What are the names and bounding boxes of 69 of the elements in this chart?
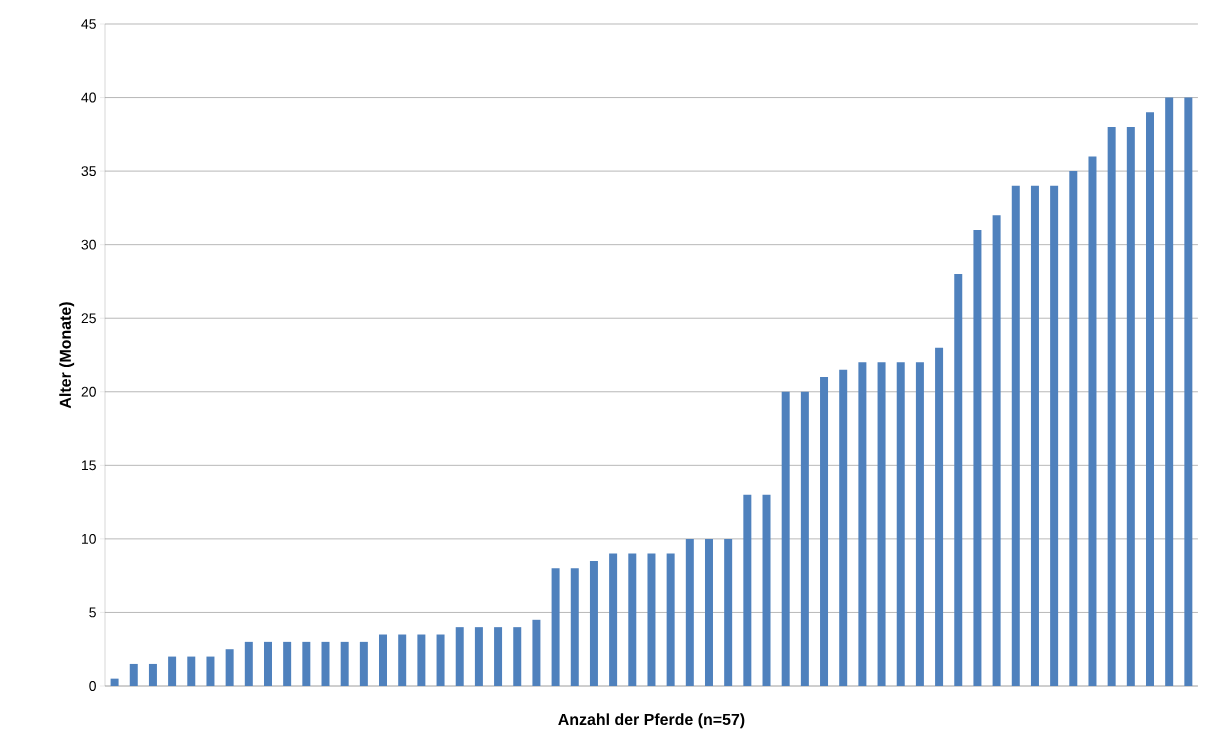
y-tick-label: 30	[81, 239, 96, 250]
bar	[896, 362, 905, 686]
bar	[973, 229, 982, 686]
bar	[340, 641, 349, 686]
bar	[647, 553, 656, 686]
bar	[1088, 156, 1097, 686]
bar	[609, 553, 618, 686]
bar	[359, 641, 368, 686]
bar	[398, 634, 407, 686]
bar	[1030, 185, 1039, 686]
bar	[935, 347, 944, 686]
bar	[321, 641, 330, 686]
bar	[724, 538, 733, 686]
bar	[666, 553, 675, 686]
bar	[206, 656, 215, 686]
bar	[225, 649, 234, 686]
bar	[570, 568, 579, 686]
bar	[704, 538, 713, 686]
bar	[839, 369, 848, 686]
bar	[1126, 126, 1135, 686]
bar	[743, 494, 752, 686]
bar	[915, 362, 924, 686]
x-axis-title: Anzahl der Pferde (n=57)	[558, 713, 745, 729]
y-axis-title: Alter (Monate)	[59, 302, 75, 409]
y-tick-label: 0	[89, 681, 96, 691]
bar	[589, 560, 598, 686]
bar	[494, 627, 503, 686]
bar	[283, 641, 292, 686]
bar	[513, 627, 522, 686]
y-tick-label: 45	[81, 19, 96, 29]
bar	[148, 663, 157, 686]
bar	[302, 641, 311, 686]
y-tick-label: 35	[81, 166, 96, 177]
bar	[992, 215, 1001, 686]
bar	[1107, 126, 1116, 686]
bar	[1165, 97, 1174, 686]
bar	[417, 634, 426, 686]
bar	[762, 494, 771, 686]
bar	[187, 656, 196, 686]
bar	[820, 377, 829, 686]
bar	[877, 362, 886, 686]
bar	[628, 553, 637, 686]
bar	[551, 568, 560, 686]
bar	[110, 678, 119, 686]
y-tick-label: 40	[81, 92, 96, 103]
bar	[263, 641, 272, 686]
bar	[1184, 97, 1193, 686]
bar	[474, 627, 483, 686]
bar	[455, 627, 464, 686]
bar	[685, 538, 694, 686]
bar	[436, 634, 445, 686]
bar	[781, 391, 790, 686]
bar	[168, 656, 177, 686]
bar	[244, 641, 253, 686]
bar	[532, 619, 541, 686]
bar	[129, 663, 138, 686]
y-tick-label: 15	[82, 460, 96, 471]
y-tick-label: 20	[81, 386, 96, 397]
y-tick-label: 25	[81, 313, 96, 324]
bar	[1011, 185, 1020, 686]
bar	[800, 391, 809, 686]
bar	[1146, 112, 1154, 686]
bar	[379, 634, 388, 686]
y-tick-label: 10	[82, 533, 96, 544]
bar	[1069, 171, 1078, 686]
bar	[1050, 185, 1059, 686]
bar	[858, 362, 867, 686]
bar	[954, 274, 963, 686]
y-tick-label: 5	[89, 607, 96, 618]
